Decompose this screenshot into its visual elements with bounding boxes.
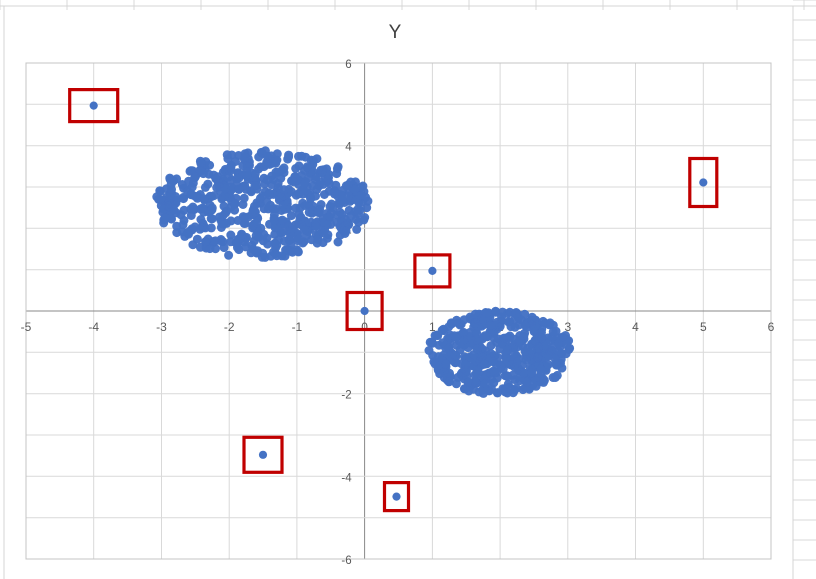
- svg-text:0: 0: [361, 320, 368, 334]
- svg-text:-2: -2: [224, 320, 235, 334]
- svg-text:4: 4: [632, 320, 639, 334]
- svg-text:6: 6: [345, 59, 351, 71]
- svg-text:6: 6: [768, 320, 775, 334]
- svg-text:-4: -4: [341, 472, 352, 484]
- svg-text:-3: -3: [156, 320, 167, 334]
- svg-text:-5: -5: [21, 320, 32, 334]
- svg-text:-4: -4: [88, 320, 99, 334]
- svg-text:5: 5: [700, 320, 707, 334]
- svg-text:-2: -2: [341, 390, 351, 402]
- svg-text:-6: -6: [341, 555, 351, 567]
- svg-text:4: 4: [345, 142, 352, 154]
- svg-text:Y: Y: [389, 22, 402, 43]
- svg-text:-1: -1: [292, 320, 303, 334]
